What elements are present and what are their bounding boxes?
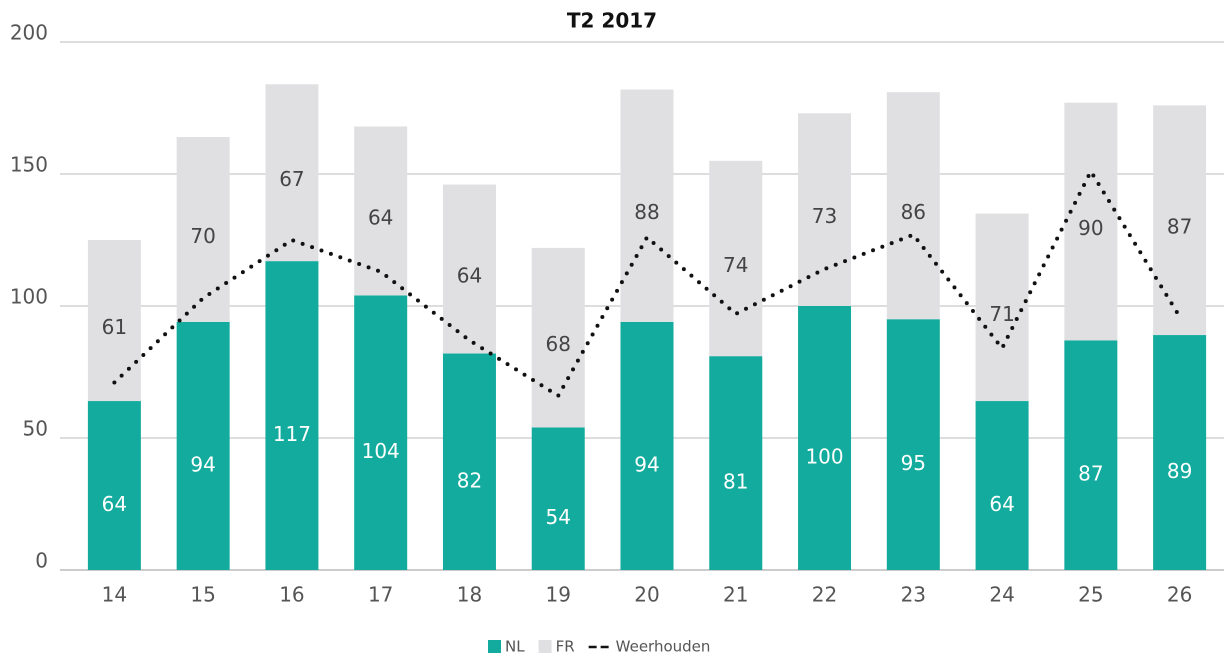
data-label: 87 xyxy=(1167,215,1192,239)
x-tick-label: 17 xyxy=(368,583,393,607)
y-tick-label: 200 xyxy=(10,21,48,45)
data-label: 90 xyxy=(1078,216,1103,240)
x-tick-label: 21 xyxy=(723,583,748,607)
data-label: 61 xyxy=(102,315,127,339)
legend-swatch xyxy=(488,640,501,653)
bar xyxy=(442,184,496,354)
bar xyxy=(709,356,763,570)
data-label: 81 xyxy=(723,470,748,494)
data-label: 64 xyxy=(457,264,482,288)
bar xyxy=(975,401,1029,570)
data-label: 94 xyxy=(190,452,215,476)
bar xyxy=(886,92,940,320)
x-tick-label: 24 xyxy=(989,583,1014,607)
data-label: 104 xyxy=(362,439,400,463)
bar xyxy=(886,319,940,570)
data-label: 74 xyxy=(723,253,748,277)
bar xyxy=(1153,335,1207,570)
data-label: 117 xyxy=(273,422,311,446)
x-tick-label: 18 xyxy=(457,583,482,607)
bar xyxy=(620,321,674,570)
x-tick-label: 20 xyxy=(634,583,659,607)
y-tick-label: 50 xyxy=(23,417,48,441)
data-label: 94 xyxy=(634,452,659,476)
legend-label: NL xyxy=(505,638,525,656)
bar xyxy=(354,126,408,296)
legend-label: Weerhouden xyxy=(616,638,711,656)
data-label: 64 xyxy=(989,492,1014,516)
data-label: 87 xyxy=(1078,462,1103,486)
line-series xyxy=(112,167,1182,399)
x-tick-label: 22 xyxy=(812,583,837,607)
bar xyxy=(620,89,674,322)
bar xyxy=(709,160,763,357)
y-tick-label: 150 xyxy=(10,153,48,177)
x-tick-label: 19 xyxy=(546,583,571,607)
bar xyxy=(798,113,852,306)
data-label: 64 xyxy=(102,492,127,516)
data-label: 67 xyxy=(279,167,304,191)
data-label: 86 xyxy=(901,200,926,224)
data-label: 82 xyxy=(457,468,482,492)
x-tick-label: 23 xyxy=(901,583,926,607)
x-tick-label: 26 xyxy=(1167,583,1192,607)
bar xyxy=(265,261,319,570)
data-label: 89 xyxy=(1167,459,1192,483)
bar xyxy=(1064,102,1118,341)
bar xyxy=(176,321,230,570)
data-label: 100 xyxy=(805,445,843,469)
x-tick-label: 16 xyxy=(279,583,304,607)
data-label: 70 xyxy=(190,224,215,248)
bar xyxy=(87,240,141,402)
bar xyxy=(1153,105,1207,336)
y-tick-label: 0 xyxy=(35,549,48,573)
x-tick-label: 14 xyxy=(102,583,127,607)
data-label: 71 xyxy=(989,302,1014,326)
bar xyxy=(442,353,496,570)
x-tick-label: 25 xyxy=(1078,583,1103,607)
bar xyxy=(798,306,852,570)
data-label: 64 xyxy=(368,205,393,229)
bar xyxy=(265,84,319,262)
data-label: 68 xyxy=(546,332,571,356)
legend-label: FR xyxy=(556,638,575,656)
x-tick-label: 15 xyxy=(190,583,215,607)
data-label: 88 xyxy=(634,200,659,224)
legend-swatch xyxy=(538,640,552,653)
y-tick-label: 100 xyxy=(10,285,48,309)
bar xyxy=(531,427,585,570)
bar xyxy=(87,401,141,570)
bar xyxy=(176,137,230,322)
bar xyxy=(975,213,1029,402)
chart-title: T2 2017 xyxy=(567,9,657,33)
bar xyxy=(354,295,408,570)
bar xyxy=(1064,340,1118,570)
data-label: 95 xyxy=(901,451,926,475)
data-label: 73 xyxy=(812,204,837,228)
data-label: 54 xyxy=(546,505,571,529)
